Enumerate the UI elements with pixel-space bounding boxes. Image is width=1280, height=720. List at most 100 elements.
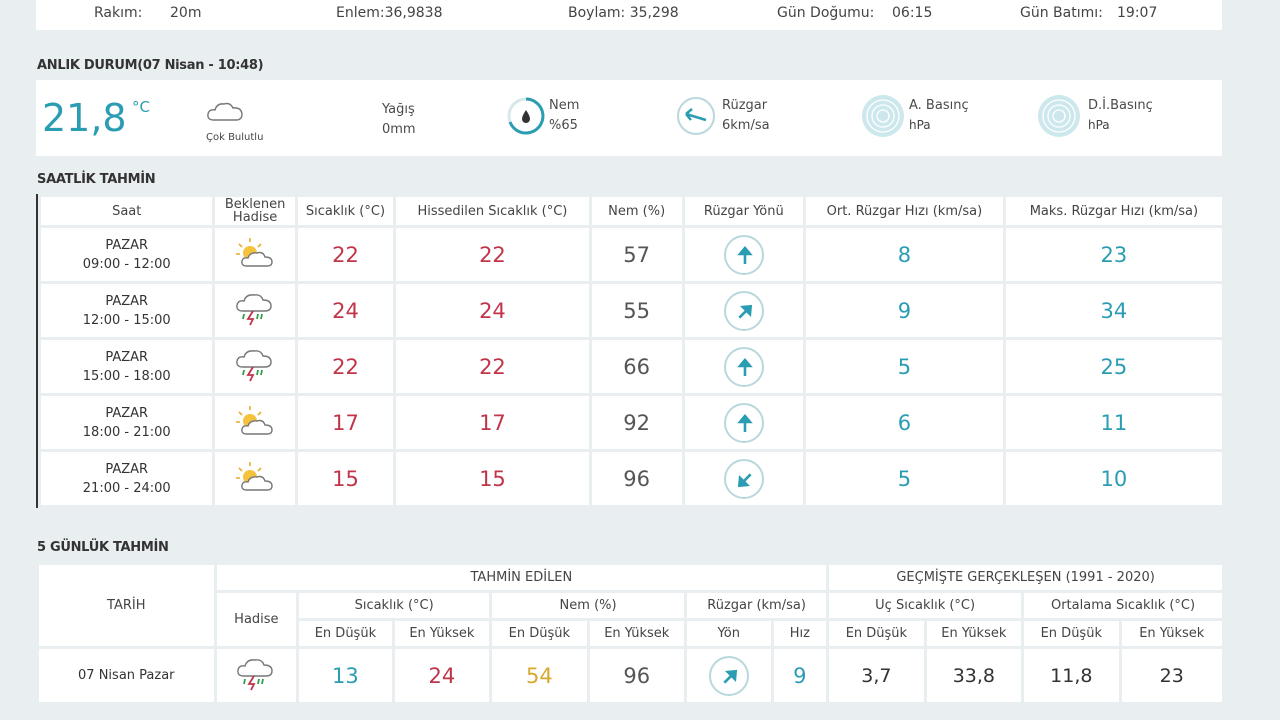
current-condition-label: Çok Bulutlu (206, 132, 264, 143)
hourly-time: 09:00 - 12:00 (82, 256, 171, 272)
wind-arrow-icon (708, 655, 749, 696)
ruzgar-value: 6km/sa (722, 118, 770, 133)
ort-sicaklik-header: Ortalama Sıcaklık (°C) (1024, 593, 1222, 618)
hourly-feel: 17 (396, 396, 589, 449)
hourly-day: PAZAR (105, 293, 149, 309)
daily-temp-min: 13 (299, 649, 392, 702)
hourly-row: PAZAR 12:00 - 15:00 24 24 55 9 34 (41, 284, 1222, 337)
daily-hum-max: 96 (589, 649, 684, 702)
current-temperature: 21,8 (42, 96, 127, 140)
abasinc-value: hPa (909, 118, 931, 132)
hourly-humidity: 66 (591, 340, 682, 393)
hourly-feel: 22 (396, 340, 589, 393)
hourly-wind-dir (684, 340, 804, 393)
nem-en-dusuk: En Düşük (492, 621, 587, 646)
hourly-time-cell: PAZAR 09:00 - 12:00 (41, 228, 213, 281)
hourly-day: PAZAR (105, 405, 149, 421)
wind-arrow-icon (723, 234, 764, 275)
col-maks-ruzgar: Maks. Rüzgar Hızı (km/sa) (1005, 197, 1222, 225)
hourly-icon-cell (215, 284, 295, 337)
nem-label: Nem (549, 98, 580, 113)
boylam: Boylam: 35,298 (568, 5, 679, 21)
hourly-header-row: Saat Beklenen Hadise Sıcaklık (°C) Hisse… (41, 197, 1222, 225)
gecmiste-header: GEÇMİŞTE GERÇEKLEŞEN (1991 - 2020) (829, 565, 1222, 590)
uc-en-yuksek: En Yüksek (926, 621, 1022, 646)
hourly-row: PAZAR 15:00 - 18:00 22 22 66 5 25 (41, 340, 1222, 393)
partly-cloudy-icon (233, 405, 277, 442)
gunbatimi-label: Gün Batımı: (1020, 5, 1103, 21)
temperature-unit: °C (132, 98, 150, 116)
hourly-time: 21:00 - 24:00 (82, 480, 171, 496)
gunbatimi-value: 19:07 (1117, 5, 1158, 21)
partly-cloudy-icon (233, 237, 277, 274)
col-hissedilen: Hissedilen Sıcaklık (°C) (396, 197, 589, 225)
sicaklik-en-dusuk: En Düşük (299, 621, 392, 646)
sicaklik-header: Sıcaklık (°C) (299, 593, 490, 618)
enlem: Enlem:36,9838 (336, 5, 443, 21)
tahmin-edilen-header: TAHMİN EDİLEN (216, 565, 827, 590)
hourly-feel: 24 (396, 284, 589, 337)
current-conditions-panel: 21,8 °C Çok Bulutlu Yağış 0mm Nem %65 Rü… (36, 80, 1222, 156)
hourly-avg-wind: 9 (806, 284, 1003, 337)
hourly-time-cell: PAZAR 12:00 - 15:00 (41, 284, 213, 337)
hadise-header: Hadise (216, 593, 297, 646)
tarih-header: TARİH (39, 565, 214, 646)
daily-wind-speed: 9 (773, 649, 827, 702)
uc-sicaklik-header: Uç Sıcaklık (°C) (829, 593, 1022, 618)
hourly-time: 15:00 - 18:00 (82, 368, 171, 384)
hourly-forecast-table: Saat Beklenen Hadise Sıcaklık (°C) Hisse… (36, 194, 1225, 508)
yagis-value: 0mm (382, 122, 416, 137)
ort-en-dusuk: En Düşük (1024, 621, 1119, 646)
ruzgar-header: Rüzgar (km/sa) (687, 593, 827, 618)
hourly-icon-cell (215, 396, 295, 449)
hourly-row: PAZAR 18:00 - 21:00 17 17 92 6 11 (41, 396, 1222, 449)
thunderstorm-icon (234, 658, 278, 696)
hourly-humidity: 96 (591, 452, 682, 505)
hourly-avg-wind: 5 (806, 452, 1003, 505)
hourly-temp: 22 (297, 228, 394, 281)
col-sicaklik: Sıcaklık (°C) (297, 197, 394, 225)
pressure-icon (861, 94, 905, 142)
daily-ort-min: 11,8 (1024, 649, 1119, 702)
gundogumu-label: Gün Doğumu: (777, 5, 875, 21)
hourly-day: PAZAR (105, 461, 149, 477)
humidity-gauge-icon (506, 96, 546, 140)
abasinc-label: A. Basınç (909, 98, 969, 113)
hourly-row: PAZAR 21:00 - 24:00 15 15 96 5 10 (41, 452, 1222, 505)
hourly-time-cell: PAZAR 21:00 - 24:00 (41, 452, 213, 505)
hourly-temp: 22 (297, 340, 394, 393)
cloudy-icon (206, 98, 246, 128)
thunderstorm-icon (233, 293, 277, 331)
hourly-time-cell: PAZAR 15:00 - 18:00 (41, 340, 213, 393)
hourly-icon-cell (215, 452, 295, 505)
hourly-section-title: SAATLİK TAHMİN (37, 172, 156, 187)
daily-uc-min: 3,7 (829, 649, 924, 702)
hourly-avg-wind: 5 (806, 340, 1003, 393)
wind-arrow-icon (723, 290, 764, 331)
col-ruzgar-yonu: Rüzgar Yönü (684, 197, 804, 225)
col-saat: Saat (41, 197, 213, 225)
col-nem: Nem (%) (591, 197, 682, 225)
daily-icon-cell (216, 649, 297, 702)
hourly-wind-dir (684, 452, 804, 505)
daily-hum-min: 54 (492, 649, 587, 702)
hourly-humidity: 55 (591, 284, 682, 337)
ort-en-yuksek: En Yüksek (1121, 621, 1222, 646)
hourly-humidity: 92 (591, 396, 682, 449)
ruzgar-hiz: Hız (773, 621, 827, 646)
hourly-max-wind: 10 (1005, 452, 1222, 505)
hourly-temp: 17 (297, 396, 394, 449)
hourly-humidity: 57 (591, 228, 682, 281)
nem-value: %65 (549, 118, 578, 133)
hourly-time-cell: PAZAR 18:00 - 21:00 (41, 396, 213, 449)
rakim-label: Rakım: (94, 5, 143, 21)
gundogumu-value: 06:15 (892, 5, 933, 21)
uc-en-dusuk: En Düşük (829, 621, 924, 646)
daily-ort-max: 23 (1121, 649, 1222, 702)
hourly-icon-cell (215, 228, 295, 281)
wind-arrow-icon (723, 458, 764, 499)
location-info-bar: Rakım: 20m Enlem:36,9838 Boylam: 35,298 … (36, 0, 1222, 30)
hourly-wind-dir (684, 284, 804, 337)
hourly-feel: 15 (396, 452, 589, 505)
daily-uc-max: 33,8 (926, 649, 1022, 702)
